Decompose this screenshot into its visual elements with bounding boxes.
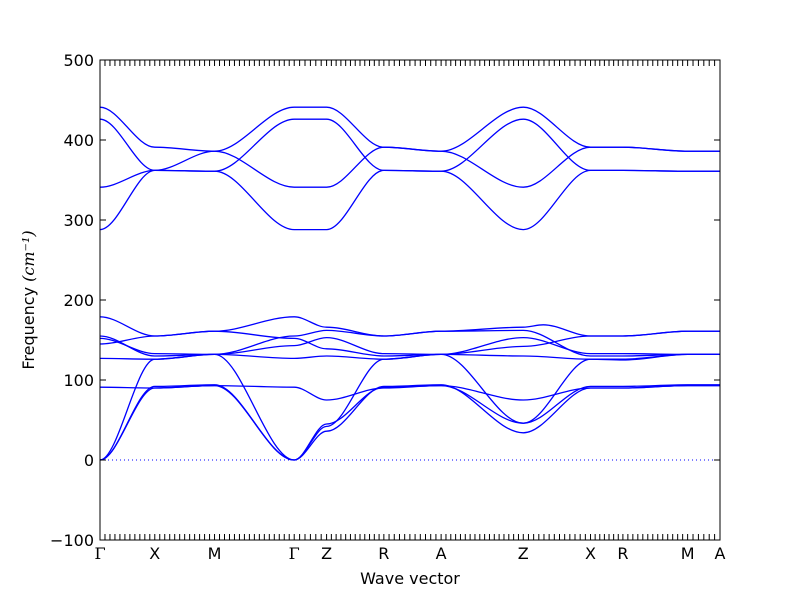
x-axis-label: Wave vector — [360, 569, 460, 588]
y-axis-ticks: −100 0 100 200 300 400 500 — [50, 51, 720, 550]
phonon-branch-13 — [99, 353, 720, 461]
phonon-branch-4 — [99, 169, 720, 231]
phonon-branch-8 — [99, 330, 720, 357]
y-axis-label: Frequency (cm⁻¹) — [19, 230, 38, 369]
y-tick-label: 300 — [63, 211, 94, 230]
y-tick-label: 0 — [84, 451, 94, 470]
phonon-branch-12 — [99, 384, 720, 461]
phonon-branch-3 — [99, 146, 720, 188]
phonon-branch-11 — [99, 384, 720, 461]
x-tick-label: Z — [321, 544, 332, 563]
y-tick-label: 100 — [63, 371, 94, 390]
x-tick-label: M — [208, 544, 222, 563]
y-tick-label: 200 — [63, 291, 94, 310]
x-tick-label: X — [149, 544, 160, 563]
plot-frame — [99, 59, 721, 541]
x-tick-label: M — [681, 544, 695, 563]
x-tick-label: Γ — [289, 544, 300, 563]
y-axis-label-text: Frequency — [19, 287, 38, 370]
y-tick-label: 400 — [63, 131, 94, 150]
series-layer — [99, 106, 720, 461]
x-tick-label: X — [585, 544, 596, 563]
y-tick-label: −100 — [50, 531, 94, 550]
y-axis-label-unit: (cm⁻¹) — [19, 230, 38, 281]
x-tick-label: A — [436, 544, 447, 563]
y-tick-label: 500 — [63, 51, 94, 70]
x-tick-label: Z — [518, 544, 529, 563]
x-tick-label: Γ — [94, 544, 105, 563]
x-tick-label: A — [715, 544, 726, 563]
x-tick-label: R — [378, 544, 389, 563]
x-tick-label: R — [617, 544, 628, 563]
